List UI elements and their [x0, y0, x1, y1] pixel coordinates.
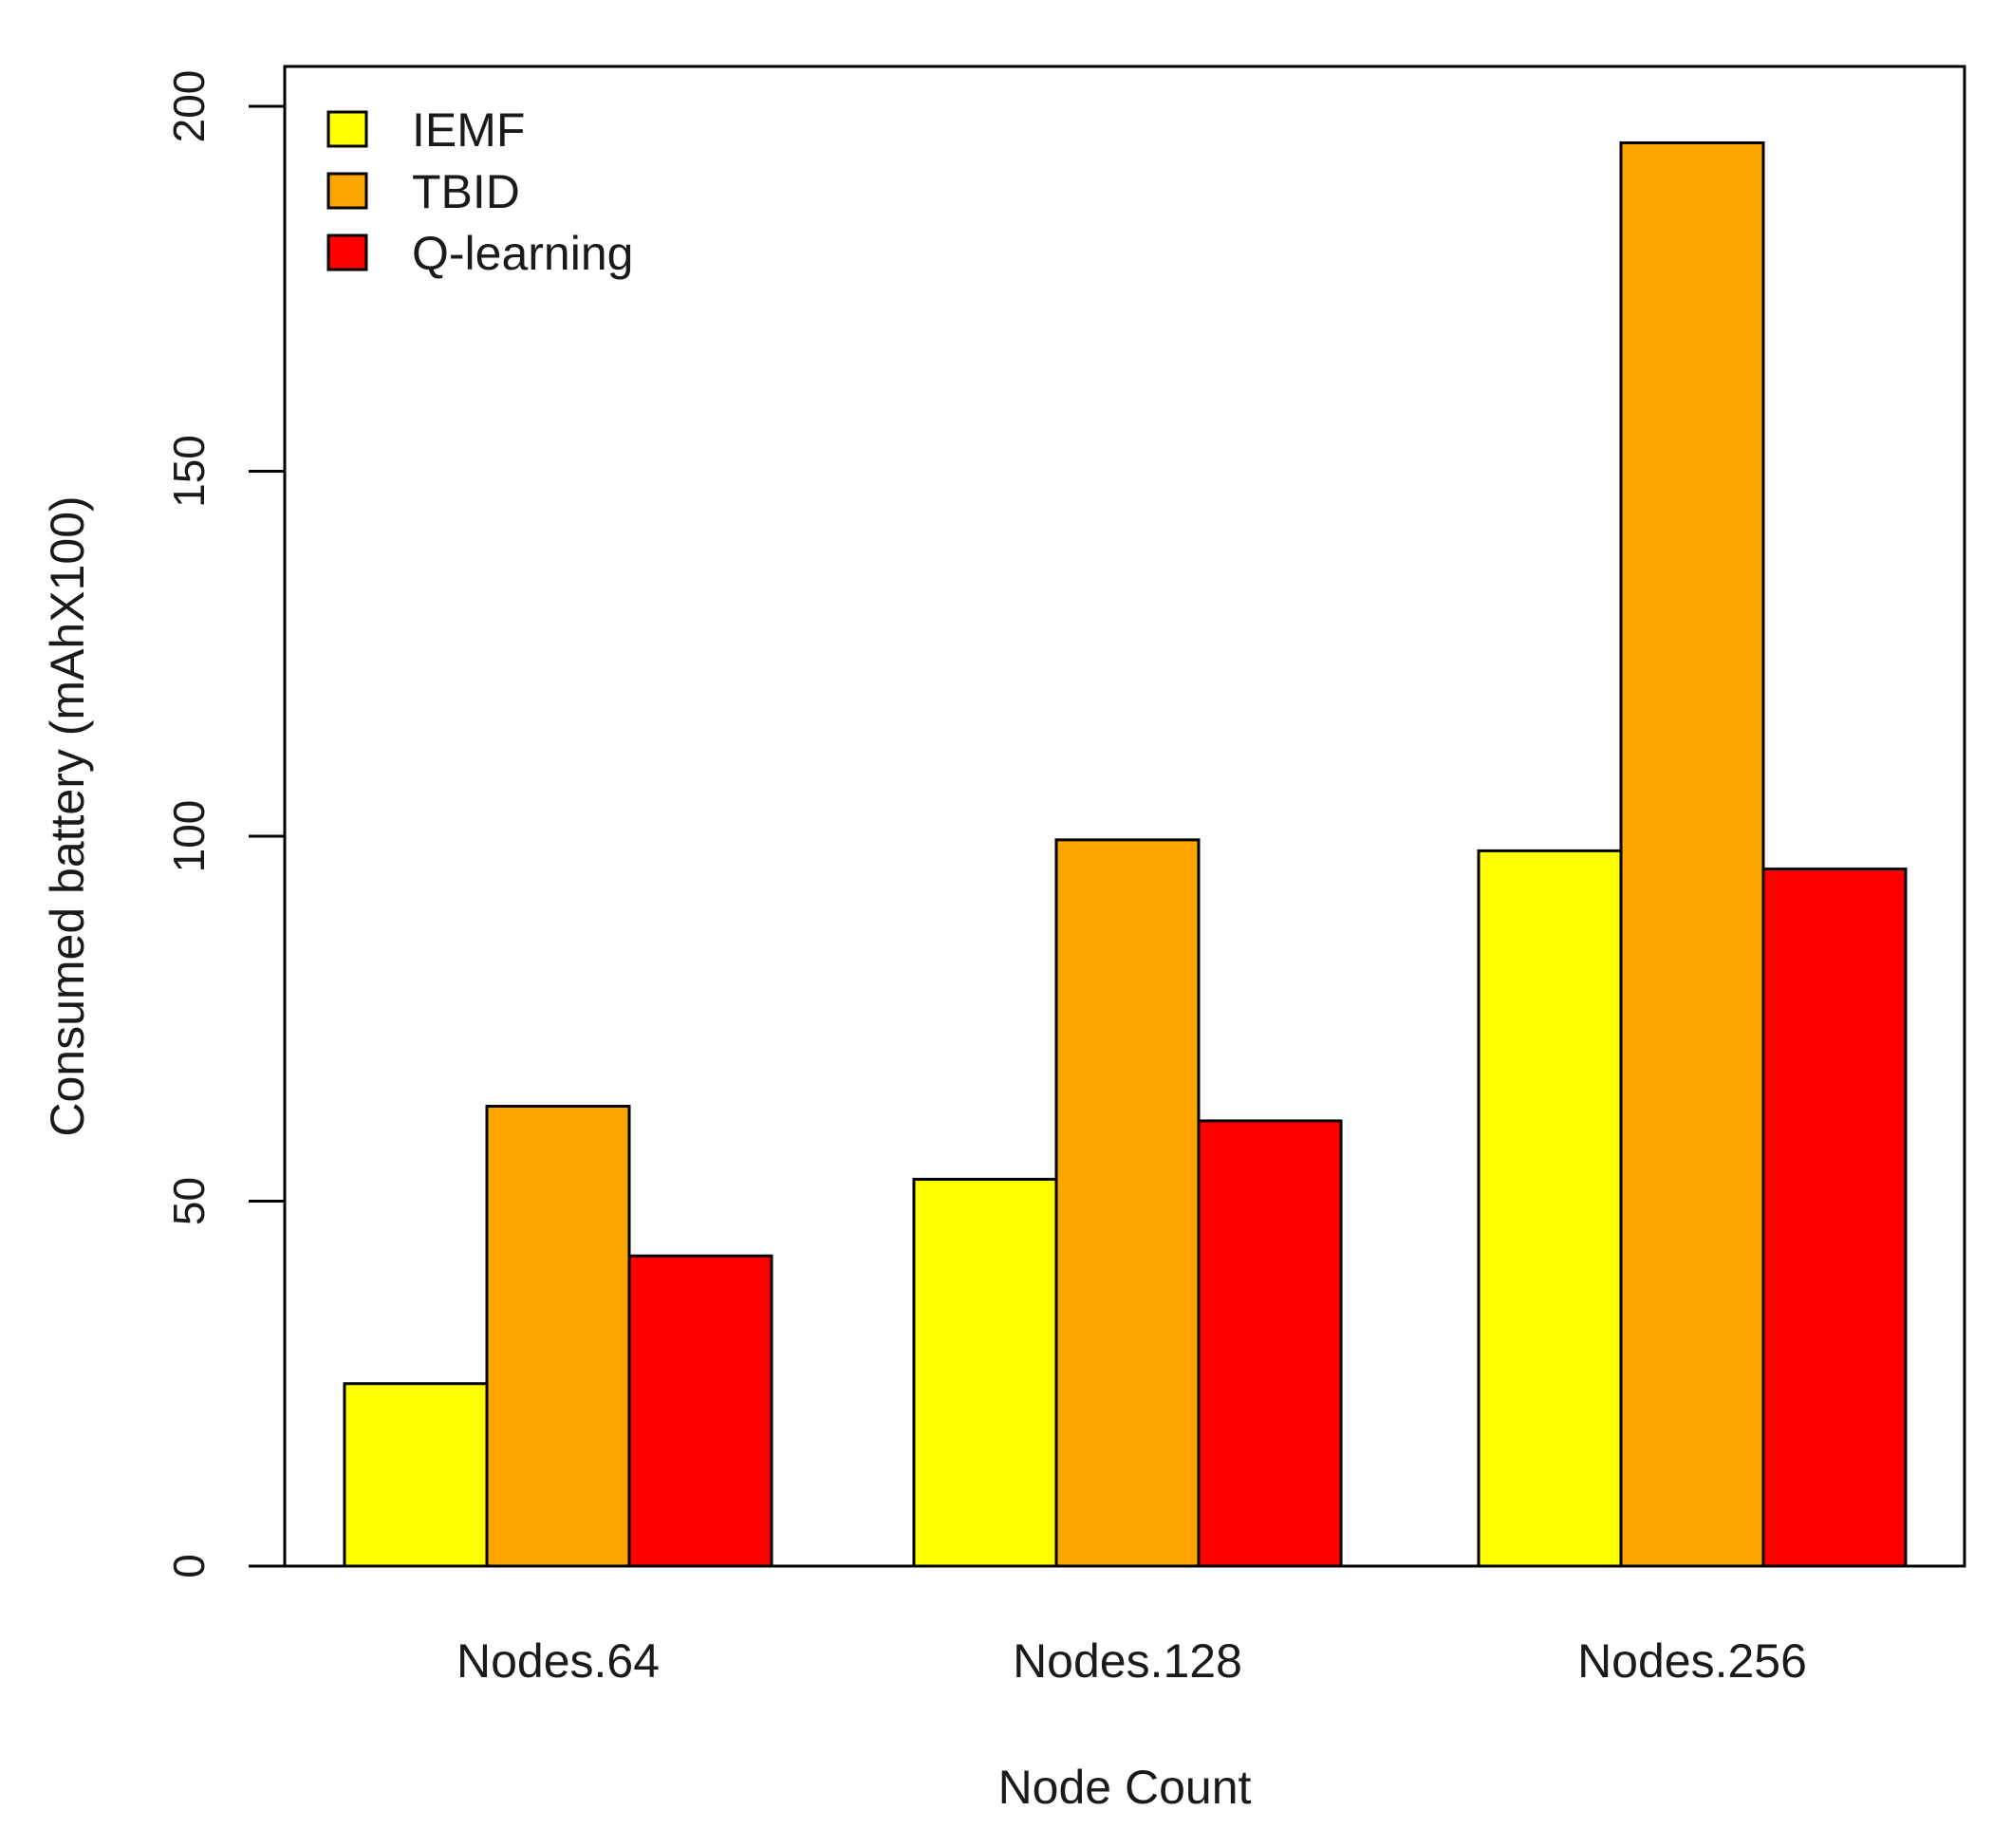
legend-label: TBID — [412, 165, 520, 218]
bars-layer — [343, 140, 1908, 1568]
x-axis-title: Node Count — [998, 1761, 1252, 1814]
x-category-labels: Nodes.64 Nodes.128 Nodes.256 — [456, 1634, 1807, 1688]
legend-label: IEMF — [412, 103, 525, 157]
bar-iemf-1 — [343, 1382, 489, 1568]
y-tick-label: 50 — [164, 1177, 214, 1225]
y-tick-label: 150 — [164, 435, 214, 508]
y-tick-label: 100 — [164, 800, 214, 873]
legend: IEMF TBID Q-learning — [326, 103, 633, 280]
x-category-label: Nodes.256 — [1577, 1634, 1807, 1688]
y-tick-label: 200 — [164, 70, 214, 143]
legend-swatch — [326, 233, 368, 271]
bar-q-learning-2 — [1197, 1119, 1343, 1568]
y-tick-label: 0 — [164, 1554, 214, 1578]
bar-q-learning-1 — [627, 1254, 773, 1568]
bar-tbid-1 — [485, 1105, 631, 1568]
legend-swatch — [326, 110, 368, 148]
x-category-label: Nodes.64 — [456, 1634, 660, 1688]
bar-iemf-3 — [1477, 849, 1623, 1568]
legend-swatch — [326, 172, 368, 210]
x-category-label: Nodes.128 — [1013, 1634, 1242, 1688]
y-ticks: 0 50 100 150 200 — [164, 70, 285, 1578]
bar-iemf-2 — [912, 1177, 1058, 1568]
legend-label: Q-learning — [412, 227, 633, 280]
bar-tbid-3 — [1619, 140, 1765, 1568]
bar-tbid-2 — [1054, 838, 1201, 1568]
bar-q-learning-3 — [1761, 868, 1908, 1568]
y-axis-title: Consumed battery (mAhX100) — [41, 495, 94, 1136]
